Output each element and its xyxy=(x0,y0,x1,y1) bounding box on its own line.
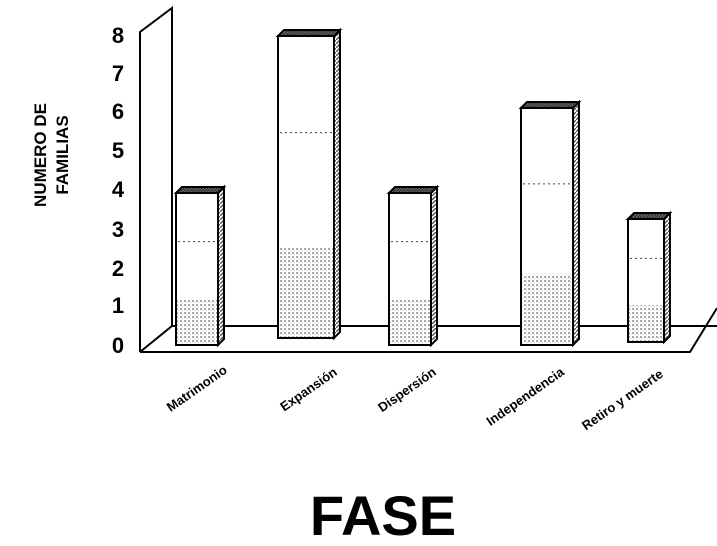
y-tick-label: 7 xyxy=(112,61,124,86)
bar xyxy=(386,184,440,348)
y-tick-label: 8 xyxy=(112,23,124,48)
y-tick-label: 2 xyxy=(112,256,124,281)
y-tick-label: 5 xyxy=(112,138,124,163)
x-category-label: Independencia xyxy=(484,364,568,429)
bar xyxy=(625,210,673,345)
back-wall xyxy=(139,6,173,352)
x-category-label: Expansión xyxy=(277,364,340,414)
bar xyxy=(275,27,343,341)
y-tick-label: 0 xyxy=(112,333,124,358)
x-axis-label: FASE xyxy=(310,484,456,546)
x-axis-categories: Matrimonio Expansión Dispersión Independenc… xyxy=(164,362,666,433)
y-tick-label: 1 xyxy=(112,293,124,318)
y-axis-label-line-2: FAMILIAS xyxy=(53,115,72,194)
x-category-label: Matrimonio xyxy=(164,362,230,415)
x-category-label: Dispersión xyxy=(375,364,439,415)
y-tick-label: 3 xyxy=(112,217,124,242)
bars xyxy=(173,27,673,348)
y-axis-ticks: 0 1 2 3 4 5 6 7 8 xyxy=(112,23,125,358)
x-category-label: Retiro y muerte xyxy=(579,366,666,433)
y-tick-label: 6 xyxy=(112,99,124,124)
bar xyxy=(173,184,227,348)
y-axis-label-line-1: NUMERO DE xyxy=(31,103,50,207)
y-tick-label: 4 xyxy=(112,177,125,202)
bar xyxy=(518,99,582,348)
